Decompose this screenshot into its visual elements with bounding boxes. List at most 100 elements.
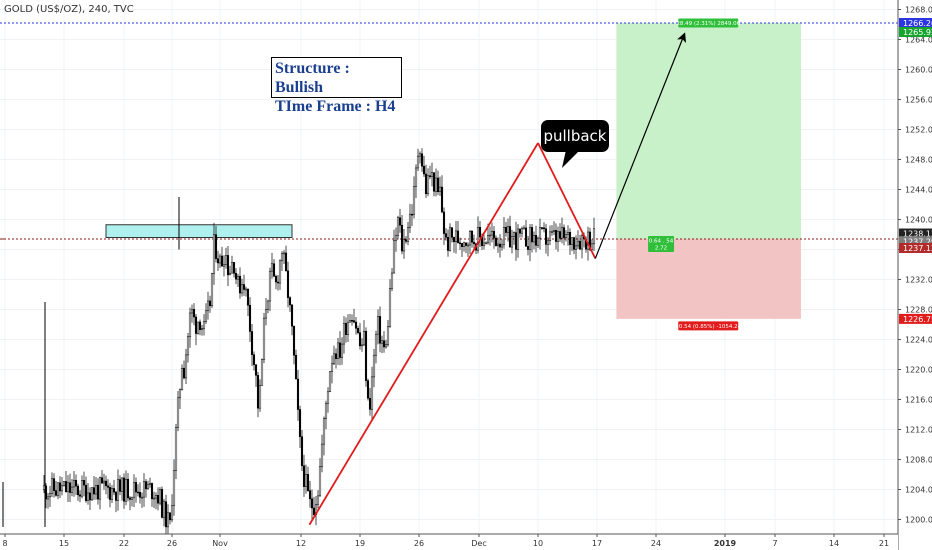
candle-body xyxy=(544,228,548,245)
entry-label-text: 2.72 xyxy=(655,246,667,252)
candle-body xyxy=(576,240,580,247)
candle-body xyxy=(248,304,252,332)
profit-zone xyxy=(616,23,801,239)
candle-body xyxy=(108,487,112,500)
candle-body xyxy=(180,367,184,390)
candle-body xyxy=(376,316,380,335)
price-tick-label: 1240.00 xyxy=(905,216,932,225)
candle-body xyxy=(196,321,200,334)
candle-body xyxy=(338,342,342,358)
candle-body xyxy=(418,153,422,157)
candle-body xyxy=(406,227,410,242)
candle-body xyxy=(118,479,122,492)
candle-body xyxy=(114,491,118,501)
candle-body xyxy=(530,227,534,243)
candle-body xyxy=(440,186,444,213)
candle-body xyxy=(188,312,192,337)
candle-body xyxy=(234,273,238,280)
candle-body xyxy=(534,235,538,246)
candle-body xyxy=(330,363,334,372)
price-tick-label: 1200.00 xyxy=(905,516,932,525)
candle-body xyxy=(138,492,142,498)
candle-body xyxy=(286,270,290,298)
candle-body xyxy=(516,228,520,250)
candle-body xyxy=(92,487,96,495)
candle-body xyxy=(342,323,346,345)
candle-body xyxy=(78,494,82,497)
candle-body xyxy=(134,482,138,493)
candle-body xyxy=(90,487,94,501)
candle-body xyxy=(150,483,154,500)
candle-body xyxy=(378,316,382,344)
candle-body xyxy=(352,320,356,323)
candle-body xyxy=(274,276,278,283)
candle-body xyxy=(528,227,532,250)
candle-body xyxy=(126,478,130,499)
candle-body xyxy=(200,328,204,330)
time-tick-label: 22 xyxy=(119,539,129,548)
candle-body xyxy=(236,275,240,280)
candle-body xyxy=(558,231,562,239)
candle-body xyxy=(444,233,448,238)
price-marker-box xyxy=(899,243,932,253)
candle-body xyxy=(346,321,350,335)
candle-body xyxy=(554,229,558,242)
candle-body xyxy=(546,240,550,245)
candle-body xyxy=(64,481,68,492)
price-tick-label: 1220.00 xyxy=(905,366,932,375)
candle-body xyxy=(536,237,540,246)
pullback-callout[interactable]: pullback xyxy=(541,120,609,152)
candle-body xyxy=(462,242,466,247)
candle-body xyxy=(510,236,514,248)
candle-body xyxy=(294,355,298,380)
candle-body xyxy=(214,234,218,259)
candle-body xyxy=(568,232,572,245)
candle-body xyxy=(570,237,574,245)
candle-body xyxy=(324,402,328,419)
candle-body xyxy=(282,252,286,255)
candle-body xyxy=(450,227,454,238)
candle-body xyxy=(556,231,560,242)
candle-body xyxy=(250,331,254,355)
time-axis[interactable]: 8 15 22 26 Nov 12 19 26 Dec 10 17 24 2019 7 14 21 xyxy=(0,533,898,550)
candle-body xyxy=(404,239,408,242)
candle-body xyxy=(490,230,494,236)
candle-body xyxy=(486,235,490,244)
candle-body xyxy=(394,235,398,241)
candle-body xyxy=(532,235,536,243)
candle-body xyxy=(424,173,428,195)
time-tick-label: 12 xyxy=(296,539,306,548)
candle-body xyxy=(226,255,230,276)
candle-body xyxy=(244,288,248,291)
stop-label-text: 10.54 (0.85%) -1054.24 xyxy=(675,324,741,330)
candle-body xyxy=(76,485,80,496)
candle-body xyxy=(368,397,372,410)
price-marker-label: 1265.93 xyxy=(903,28,932,37)
candle-body xyxy=(56,482,60,496)
candle-body xyxy=(254,364,258,376)
candle-body xyxy=(262,317,266,360)
trend-lines xyxy=(308,32,687,526)
candle-body xyxy=(170,505,174,521)
candle-body xyxy=(190,309,194,314)
price-markers: 1266.201265.93 1238.131237.291237.13 1226.… xyxy=(899,18,932,324)
candle-body xyxy=(320,443,324,467)
time-tick-label: 8 xyxy=(2,539,7,548)
candle-body xyxy=(370,376,374,410)
candle-body xyxy=(256,375,260,409)
candle-body xyxy=(222,264,226,267)
price-axis[interactable]: 1200.00 1204.00 1208.00 1212.00 1216.00 1220.… xyxy=(897,0,932,550)
candle-body xyxy=(542,227,546,230)
candle-body xyxy=(124,478,128,502)
candle-body xyxy=(70,486,74,493)
candle-body xyxy=(446,237,450,251)
time-tick-label: 17 xyxy=(592,539,602,548)
price-tick-label: 1260.00 xyxy=(905,66,932,75)
candle-body xyxy=(162,501,166,518)
candle-body xyxy=(432,172,436,192)
candle-body xyxy=(332,353,336,365)
candle-body xyxy=(290,304,294,327)
structure-annotation[interactable]: Structure : Bullish TIme Frame : H4 xyxy=(271,57,402,115)
candle-body xyxy=(96,484,100,500)
